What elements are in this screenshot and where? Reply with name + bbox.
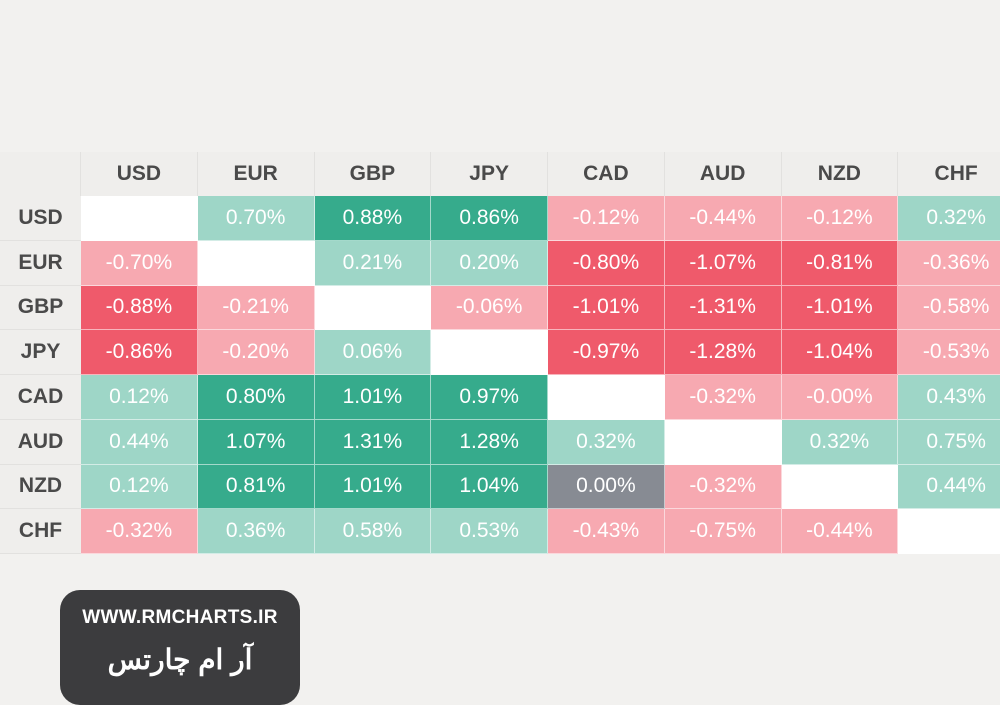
row-header-nzd: NZD [0, 464, 81, 510]
cell-aud-cad: 0.32% [548, 419, 665, 465]
cell-usd-usd [81, 196, 198, 241]
cell-jpy-eur: -0.20% [197, 330, 315, 375]
cell-eur-nzd: -0.81% [781, 240, 899, 286]
cell-jpy-cad: -0.97% [548, 330, 665, 375]
cell-aud-eur: 1.07% [197, 419, 315, 465]
cell-chf-chf [898, 509, 1000, 554]
heatmap-corner [0, 152, 81, 196]
cell-usd-chf: 0.32% [898, 196, 1000, 241]
cell-aud-gbp: 1.31% [314, 419, 432, 465]
row-header-usd: USD [0, 196, 81, 241]
watermark-url: WWW.RMCHARTS.IR [82, 607, 278, 628]
heatmap-grid: USD EUR GBP JPY CAD AUD NZD CHF USD EUR GBP JPY CAD A… [0, 152, 1000, 554]
cell-jpy-aud: -1.28% [664, 330, 782, 375]
cell-usd-cad: -0.12% [548, 196, 665, 241]
cell-gbp-aud: -1.31% [664, 285, 782, 331]
cell-jpy-usd: -0.86% [81, 330, 198, 375]
column-header-chf: CHF [898, 152, 1000, 196]
cell-cad-usd: 0.12% [81, 375, 198, 420]
cell-nzd-nzd [781, 464, 899, 510]
cell-chf-jpy: 0.53% [431, 509, 548, 554]
column-header-nzd: NZD [781, 152, 899, 196]
cell-cad-aud: -0.32% [664, 375, 782, 420]
watermark-name: آر ام چارتس [107, 644, 253, 675]
currency-strength-heatmap: USD EUR GBP JPY CAD AUD NZD CHF USD EUR GBP JPY CAD A… [0, 152, 1000, 554]
cell-jpy-chf: -0.53% [898, 330, 1000, 375]
cell-cad-chf: 0.43% [898, 375, 1000, 420]
column-header-gbp: GBP [314, 152, 432, 196]
cell-nzd-eur: 0.81% [197, 464, 315, 510]
cell-nzd-aud: -0.32% [664, 464, 782, 510]
cell-usd-aud: -0.44% [664, 196, 782, 241]
cell-jpy-jpy [431, 330, 548, 375]
cell-jpy-nzd: -1.04% [781, 330, 899, 375]
cell-aud-usd: 0.44% [81, 419, 198, 465]
cell-eur-chf: -0.36% [898, 240, 1000, 286]
cell-cad-jpy: 0.97% [431, 375, 548, 420]
row-header-eur: EUR [0, 240, 81, 286]
cell-nzd-gbp: 1.01% [314, 464, 432, 510]
cell-gbp-chf: -0.58% [898, 285, 1000, 331]
column-header-aud: AUD [664, 152, 782, 196]
cell-chf-nzd: -0.44% [781, 509, 899, 554]
cell-aud-jpy: 1.28% [431, 419, 548, 465]
cell-nzd-cad: 0.00% [548, 464, 665, 510]
cell-eur-gbp: 0.21% [314, 240, 432, 286]
cell-chf-gbp: 0.58% [314, 509, 432, 554]
column-header-cad: CAD [548, 152, 665, 196]
cell-gbp-gbp [314, 285, 432, 331]
cell-nzd-jpy: 1.04% [431, 464, 548, 510]
cell-eur-jpy: 0.20% [431, 240, 548, 286]
row-header-cad: CAD [0, 375, 81, 420]
row-header-aud: AUD [0, 419, 81, 465]
cell-cad-eur: 0.80% [197, 375, 315, 420]
row-header-chf: CHF [0, 509, 81, 554]
column-header-eur: EUR [197, 152, 315, 196]
cell-chf-eur: 0.36% [197, 509, 315, 554]
cell-eur-usd: -0.70% [81, 240, 198, 286]
row-header-gbp: GBP [0, 285, 81, 331]
cell-chf-aud: -0.75% [664, 509, 782, 554]
cell-nzd-chf: 0.44% [898, 464, 1000, 510]
cell-usd-jpy: 0.86% [431, 196, 548, 241]
row-header-jpy: JPY [0, 330, 81, 375]
cell-gbp-nzd: -1.01% [781, 285, 899, 331]
cell-gbp-eur: -0.21% [197, 285, 315, 331]
cell-usd-nzd: -0.12% [781, 196, 899, 241]
cell-jpy-gbp: 0.06% [314, 330, 432, 375]
cell-cad-nzd: -0.00% [781, 375, 899, 420]
watermark-badge: WWW.RMCHARTS.IR آر ام چارتس [60, 590, 300, 705]
cell-cad-cad [548, 375, 665, 420]
cell-nzd-usd: 0.12% [81, 464, 198, 510]
cell-gbp-jpy: -0.06% [431, 285, 548, 331]
cell-chf-cad: -0.43% [548, 509, 665, 554]
cell-gbp-cad: -1.01% [548, 285, 665, 331]
cell-eur-cad: -0.80% [548, 240, 665, 286]
cell-eur-aud: -1.07% [664, 240, 782, 286]
column-header-jpy: JPY [431, 152, 548, 196]
cell-usd-eur: 0.70% [197, 196, 315, 241]
cell-usd-gbp: 0.88% [314, 196, 432, 241]
cell-cad-gbp: 1.01% [314, 375, 432, 420]
cell-aud-aud [664, 419, 782, 465]
cell-chf-usd: -0.32% [81, 509, 198, 554]
cell-aud-nzd: 0.32% [781, 419, 899, 465]
cell-aud-chf: 0.75% [898, 419, 1000, 465]
column-header-usd: USD [81, 152, 198, 196]
cell-gbp-usd: -0.88% [81, 285, 198, 331]
cell-eur-eur [197, 240, 315, 286]
